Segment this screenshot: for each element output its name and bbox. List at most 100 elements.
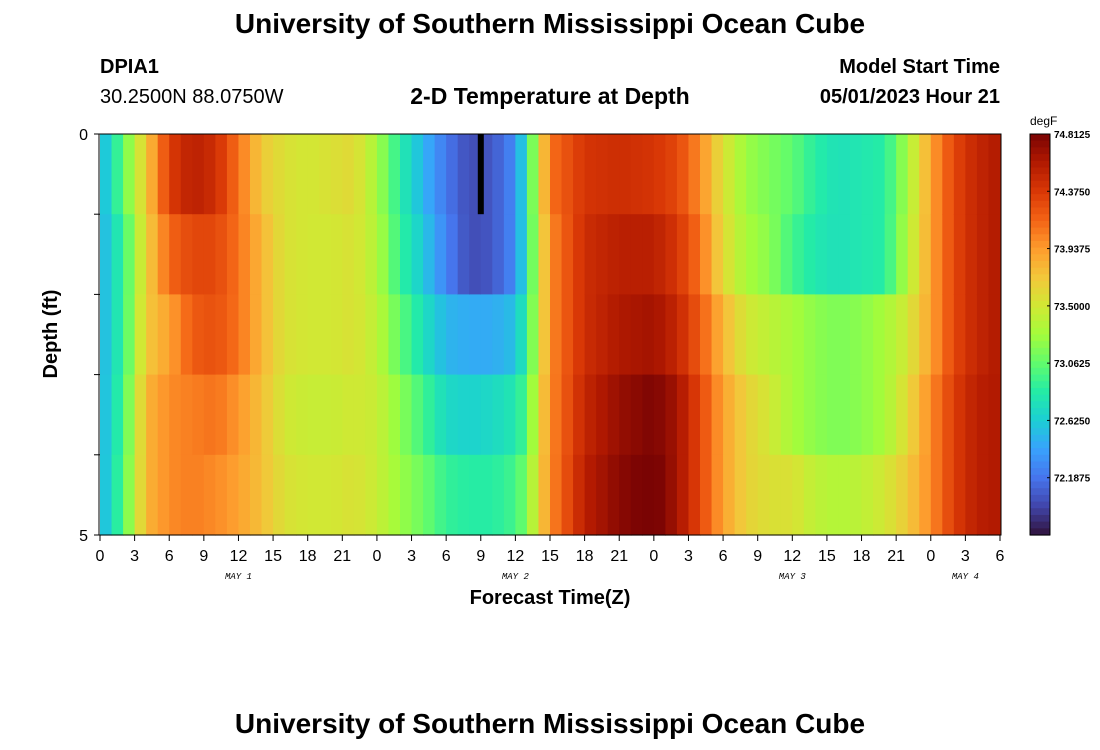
x-tick-label: 3 <box>684 548 693 565</box>
heatmap-cell <box>838 214 851 295</box>
colorbar-swatch <box>1030 194 1050 202</box>
heatmap-cell <box>411 294 424 376</box>
heatmap-cell <box>273 374 286 456</box>
heatmap-cell <box>330 374 343 456</box>
colorbar-unit: degF <box>1030 114 1057 128</box>
heatmap-cell <box>146 134 159 215</box>
heatmap-cell <box>619 134 632 215</box>
heatmap-cell <box>111 214 124 295</box>
heatmap-cell <box>365 374 378 456</box>
heatmap-cell <box>723 294 736 376</box>
x-tick-label: 3 <box>130 548 139 565</box>
colorbar-swatch <box>1030 214 1050 222</box>
heatmap-cell <box>388 134 401 215</box>
heatmap-cell <box>226 294 240 376</box>
heatmap-cell <box>550 374 563 456</box>
heatmap-cell <box>365 294 378 376</box>
heatmap-cell <box>769 374 782 456</box>
heatmap-cell <box>146 214 159 295</box>
x-tick-label: 15 <box>264 548 282 565</box>
heatmap-cell <box>607 294 620 376</box>
heatmap-cell <box>515 294 528 376</box>
heatmap-cell <box>873 294 886 376</box>
heatmap-cell <box>480 214 493 295</box>
heatmap-cell <box>850 374 863 456</box>
heatmap-cell <box>353 454 366 536</box>
heatmap-cell <box>596 214 609 295</box>
heatmap-cell <box>226 374 240 456</box>
heatmap-cell <box>307 294 320 376</box>
heatmap-cell <box>780 214 793 295</box>
heatmap-cell <box>469 374 482 456</box>
x-tick-label: 15 <box>818 548 836 565</box>
colorbar-swatch <box>1030 134 1050 142</box>
x-tick-label: 0 <box>372 548 381 565</box>
heatmap-cell <box>965 294 978 376</box>
heatmap-cell <box>503 214 516 295</box>
heatmap-cell <box>550 214 563 295</box>
heatmap-cell <box>896 454 909 536</box>
heatmap-cell <box>884 454 897 536</box>
heatmap-cell <box>123 374 136 456</box>
heatmap-cell <box>792 134 805 215</box>
colorbar-swatch <box>1030 408 1050 416</box>
heatmap-cell <box>250 134 263 215</box>
colorbar-swatch <box>1030 468 1050 476</box>
colorbar-swatch <box>1030 394 1050 402</box>
heatmap-cell <box>688 374 701 456</box>
heatmap-cell <box>250 374 263 456</box>
colorbar-tick-label: 72.1875 <box>1054 474 1091 485</box>
heatmap-cell <box>526 214 540 295</box>
heatmap-cell <box>746 294 759 376</box>
heatmap-cell <box>169 134 182 215</box>
heatmap-cell <box>273 134 286 215</box>
heatmap-cell <box>815 294 828 376</box>
heatmap-cell <box>203 294 216 376</box>
heatmap-cell <box>215 214 228 295</box>
heatmap-cell <box>261 134 274 215</box>
heatmap-cell <box>423 134 436 215</box>
heatmap-cell <box>630 374 643 456</box>
heatmap-cell <box>757 294 770 376</box>
temperature-depth-chart: 0 3 6 9 12 15 18 21 0 3 6 9 12 15 18 21 0 3 6 9 12 15 18 21 0 3 6 M… <box>40 114 1091 609</box>
marker-bar <box>477 134 484 215</box>
x-tick-label: 12 <box>506 548 524 565</box>
heatmap-cell <box>515 134 528 215</box>
heatmap-cell <box>296 134 309 215</box>
heatmap-cell <box>434 294 447 376</box>
heatmap-cell <box>538 374 551 456</box>
heatmap-cell <box>469 454 482 536</box>
heatmap-cell <box>123 134 136 215</box>
heatmap-cell <box>700 294 713 376</box>
y-axis-label: Depth (ft) <box>40 290 62 379</box>
heatmap-cell <box>861 214 874 295</box>
heatmap-cell <box>907 214 920 295</box>
heatmap-cell <box>250 214 263 295</box>
heatmap-cell <box>550 294 563 376</box>
heatmap-cell <box>850 134 863 215</box>
colorbar-swatch <box>1030 494 1050 503</box>
heatmap-cell <box>457 454 470 536</box>
x-tick-label: 9 <box>476 548 485 565</box>
heatmap-cell <box>688 134 701 215</box>
day-label: MAY 1 <box>225 572 252 582</box>
heatmap-cell <box>365 454 378 536</box>
heatmap-cell <box>769 134 782 215</box>
x-tick-label: 0 <box>96 548 105 565</box>
heatmap-cell <box>838 454 851 536</box>
heatmap-cell <box>919 294 932 376</box>
heatmap-cell <box>319 374 332 456</box>
heatmap-cell <box>711 214 724 295</box>
heatmap-cell <box>665 214 678 295</box>
heatmap-cell <box>492 294 505 376</box>
heatmap-cell <box>630 454 643 536</box>
heatmap-cell <box>411 214 424 295</box>
heatmap-cell <box>769 294 782 376</box>
model-start-value: 05/01/2023 Hour 21 <box>819 86 1000 108</box>
heatmap-cell <box>550 134 563 215</box>
heatmap-cell <box>734 214 747 295</box>
heatmap-cell <box>976 214 990 295</box>
colorbar-swatch <box>1030 361 1050 369</box>
heatmap-cell <box>723 214 736 295</box>
heatmap-cell <box>815 374 828 456</box>
